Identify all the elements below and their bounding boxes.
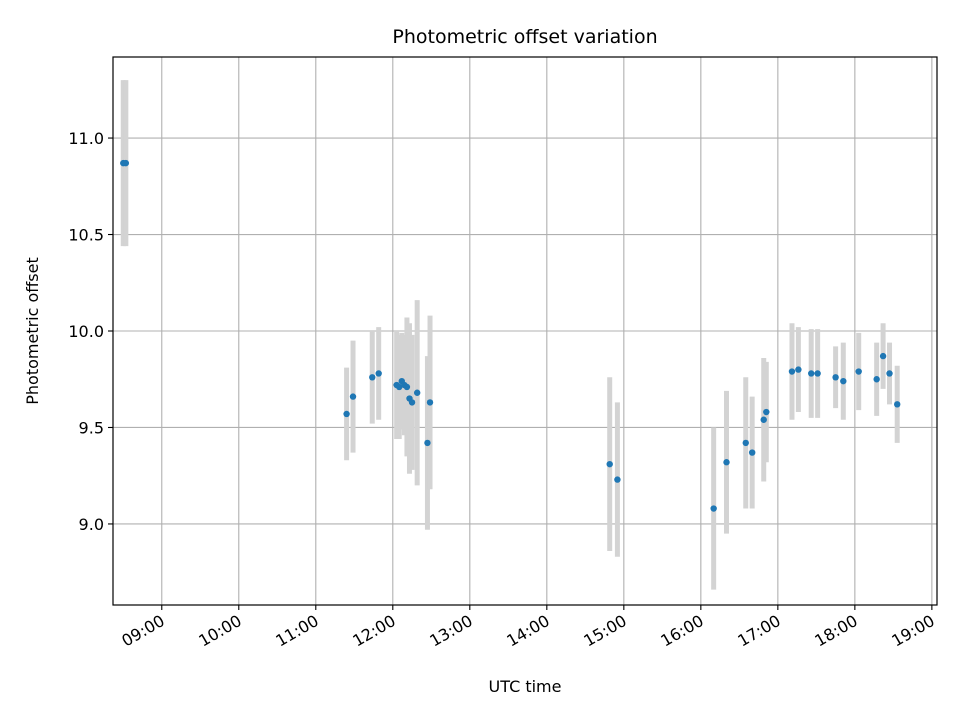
- y-axis-ticks: 9.0 9.5 10.0 10.5 11.0: [68, 129, 113, 534]
- data-point: [808, 370, 815, 377]
- y-axis-label: Photometric offset: [23, 257, 42, 405]
- data-point: [614, 476, 621, 483]
- data-point: [760, 416, 767, 423]
- data-point: [349, 393, 357, 400]
- data-point: [413, 389, 421, 396]
- y-tick-label: 11.0: [68, 129, 104, 148]
- data-point: [832, 374, 839, 381]
- y-tick-label: 9.0: [79, 515, 104, 534]
- data-point: [375, 370, 382, 377]
- data-point: [763, 408, 770, 416]
- data-point: [396, 383, 403, 391]
- data-point: [814, 370, 821, 377]
- data-point: [748, 449, 756, 456]
- data-point: [894, 401, 901, 408]
- data-point: [122, 159, 130, 167]
- data-point: [710, 505, 717, 512]
- y-tick-label: 10.0: [68, 322, 104, 341]
- data-points: [120, 159, 901, 512]
- grid: [113, 57, 937, 605]
- chart-title: Photometric offset variation: [392, 26, 657, 48]
- data-point: [879, 352, 887, 360]
- data-point: [873, 376, 880, 383]
- data-point: [795, 366, 802, 373]
- data-point: [886, 370, 893, 377]
- y-tick-label: 9.5: [79, 418, 104, 437]
- data-point: [424, 439, 431, 447]
- data-point: [742, 439, 749, 447]
- data-point: [408, 399, 416, 406]
- data-point: [855, 368, 862, 375]
- data-point: [426, 399, 434, 406]
- data-point: [606, 460, 613, 468]
- y-tick-label: 10.5: [68, 226, 104, 245]
- data-point: [403, 383, 411, 391]
- data-point: [343, 410, 350, 418]
- data-point: [840, 377, 847, 385]
- data-point: [788, 368, 796, 375]
- data-point: [369, 374, 376, 381]
- x-axis-label: UTC time: [489, 677, 562, 696]
- data-point: [723, 459, 730, 466]
